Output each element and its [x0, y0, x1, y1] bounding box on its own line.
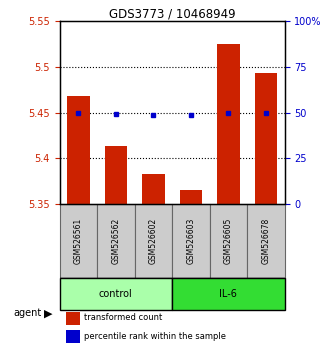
- Text: transformed count: transformed count: [84, 313, 163, 322]
- Bar: [97, 204, 135, 278]
- Bar: [180, 190, 202, 204]
- Bar: [105, 147, 127, 204]
- Bar: [172, 204, 210, 278]
- Text: GSM526561: GSM526561: [74, 218, 83, 264]
- Bar: [247, 204, 285, 278]
- Title: GDS3773 / 10468949: GDS3773 / 10468949: [109, 7, 235, 20]
- Text: GSM526602: GSM526602: [149, 218, 158, 264]
- Bar: [67, 96, 90, 204]
- Bar: [60, 278, 172, 310]
- Bar: [142, 174, 165, 204]
- Text: GSM526605: GSM526605: [224, 218, 233, 264]
- Text: ▶: ▶: [44, 308, 52, 318]
- Text: GSM526678: GSM526678: [261, 218, 270, 264]
- Text: IL-6: IL-6: [219, 289, 237, 299]
- Bar: [60, 204, 97, 278]
- Bar: [255, 73, 277, 204]
- Text: GSM526562: GSM526562: [111, 218, 120, 264]
- Bar: [210, 204, 247, 278]
- Bar: [172, 278, 285, 310]
- Text: GSM526603: GSM526603: [186, 218, 195, 264]
- Bar: [135, 204, 172, 278]
- Bar: [66, 312, 80, 325]
- Bar: [66, 330, 80, 343]
- Text: percentile rank within the sample: percentile rank within the sample: [84, 332, 226, 341]
- Bar: [217, 44, 240, 204]
- Text: agent: agent: [13, 308, 41, 318]
- Text: control: control: [99, 289, 133, 299]
